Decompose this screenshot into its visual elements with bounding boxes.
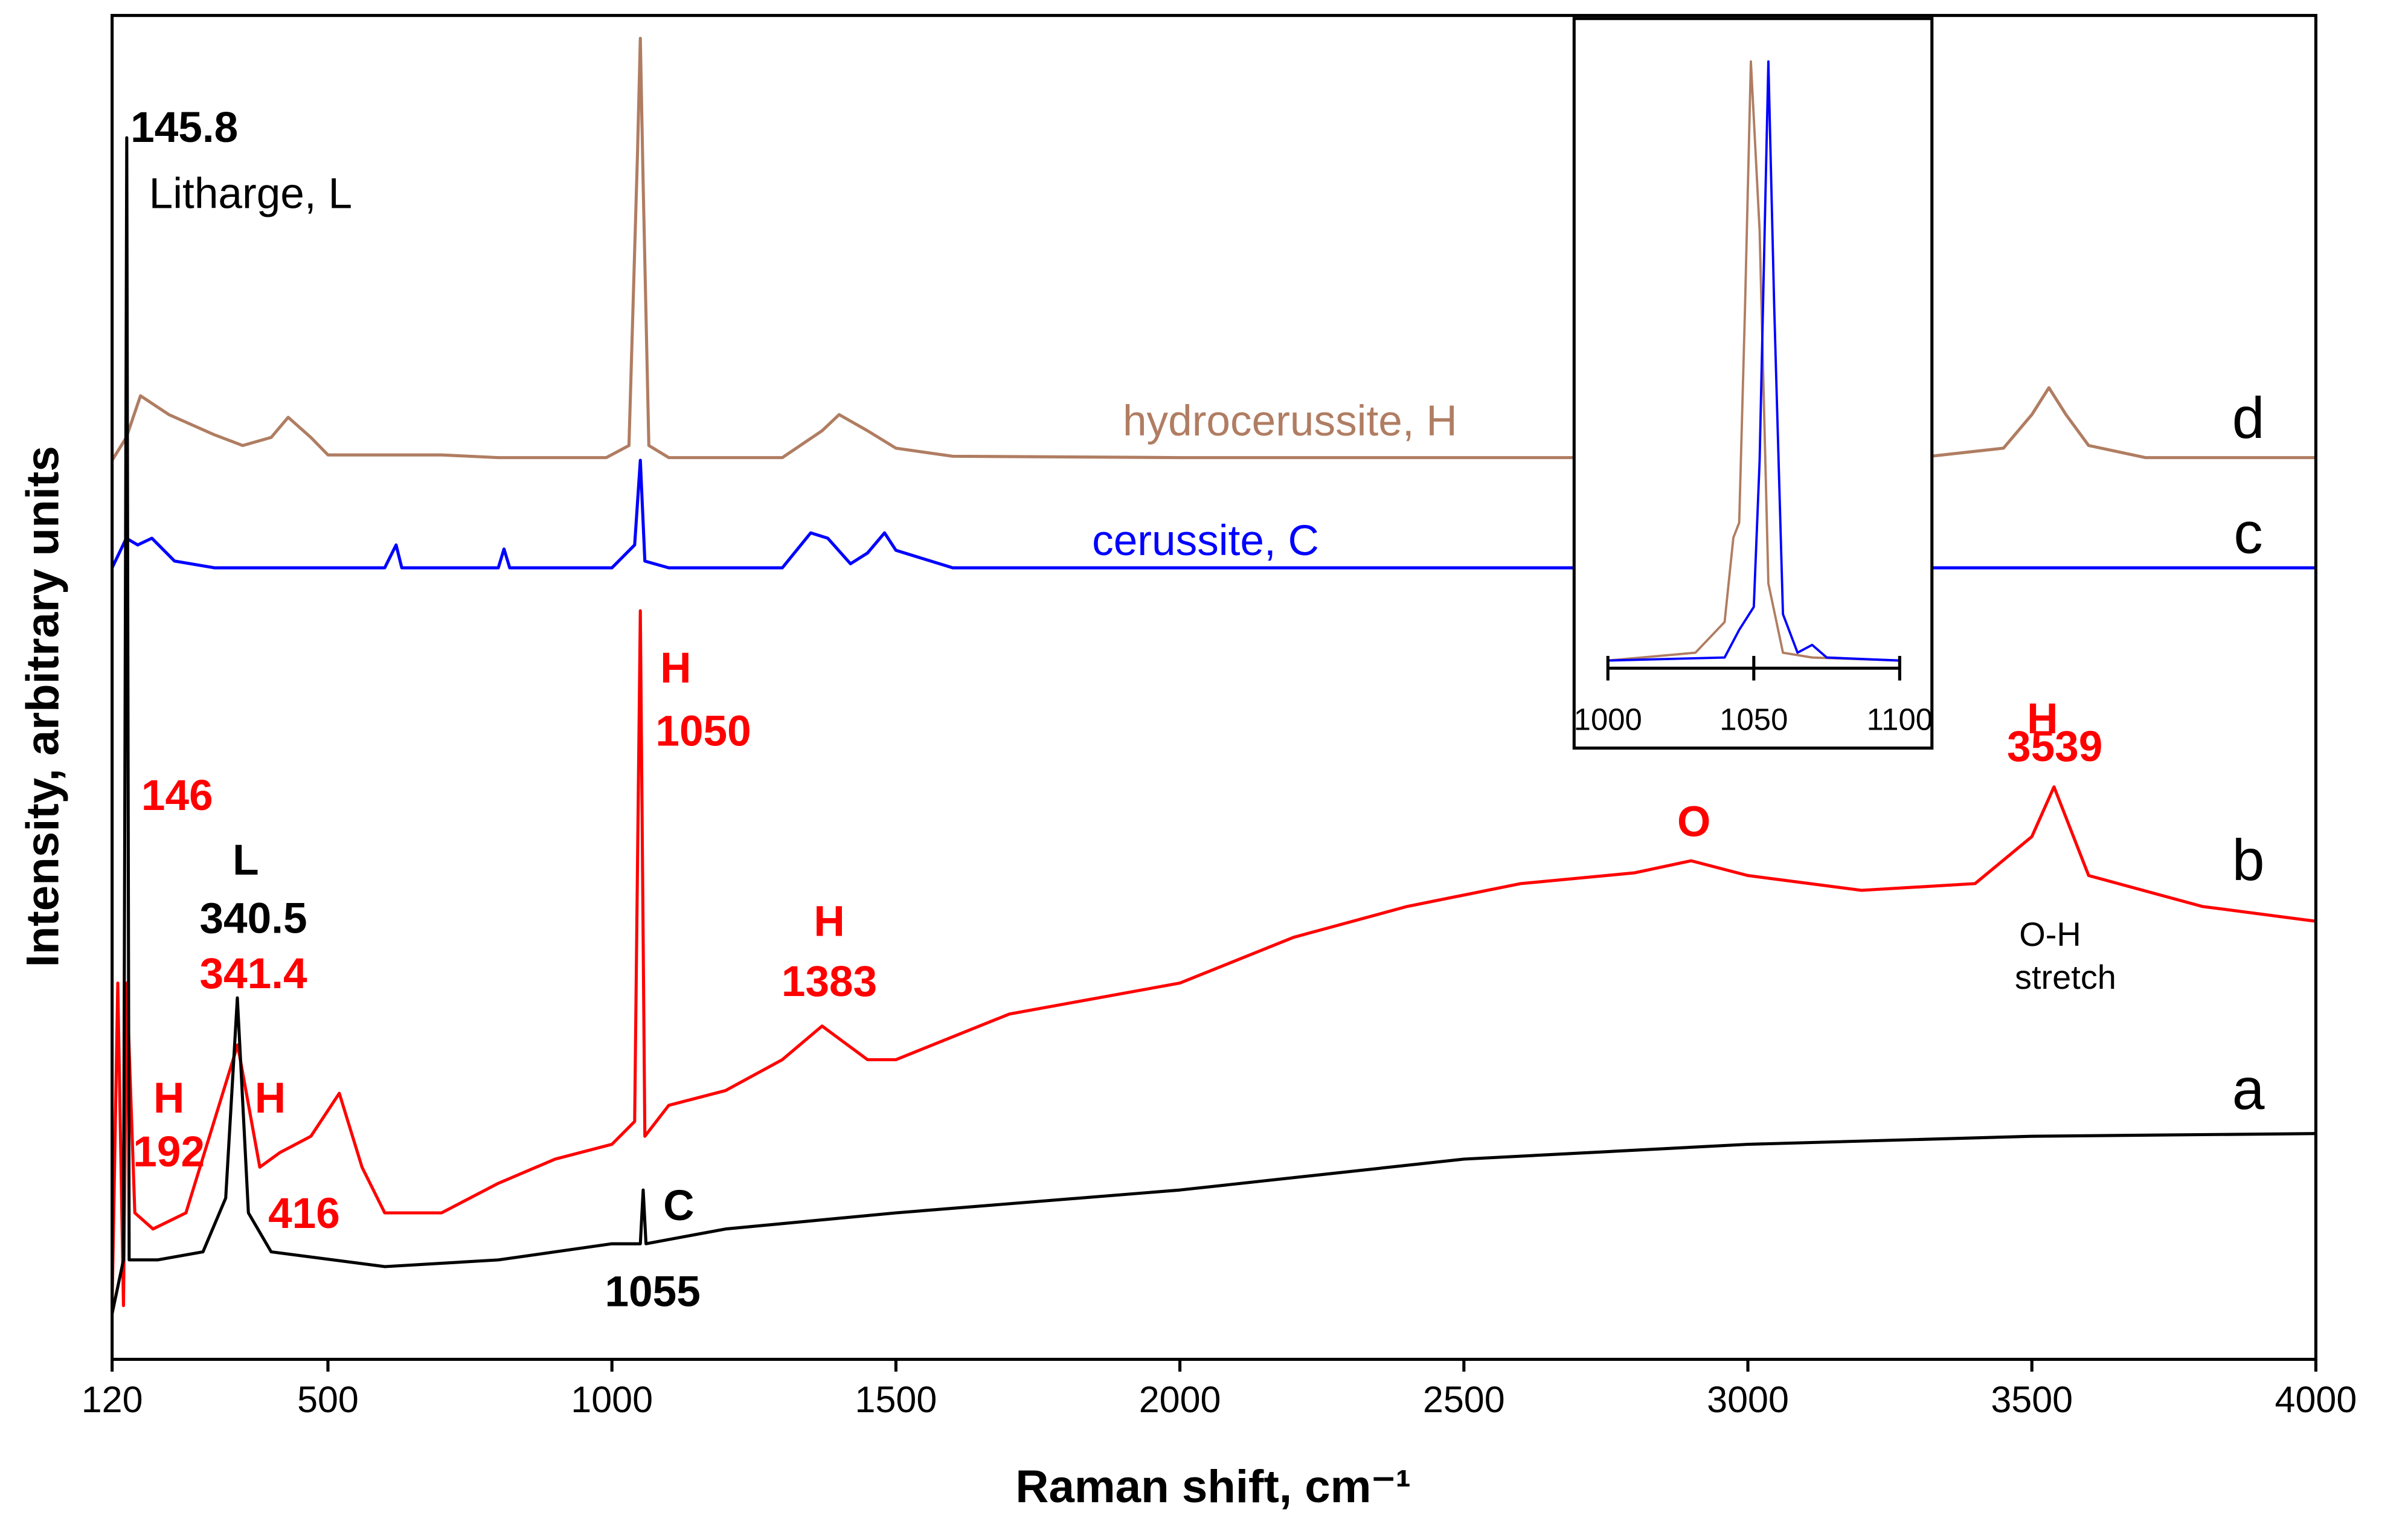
x-tick-label: 1000	[571, 1379, 653, 1420]
annotation: 340.5	[199, 895, 307, 943]
annotation: stretch	[2015, 958, 2116, 996]
annotation: 146	[141, 772, 213, 820]
series-label: c	[2233, 501, 2262, 566]
annotation: 1050	[655, 707, 751, 755]
annotation: O-H	[2019, 915, 2081, 953]
series-label: d	[2232, 386, 2265, 451]
annotation: H	[660, 644, 691, 692]
annotation: H	[2027, 695, 2058, 743]
x-tick-label: 4000	[2275, 1379, 2357, 1420]
annotation: O	[1677, 798, 1710, 846]
inset-x-tick-label: 1100	[1867, 702, 1933, 737]
inset-frame	[1572, 17, 1934, 750]
spectrum-line	[111, 609, 2316, 1308]
inset-x-tick-label: 1050	[1719, 702, 1788, 737]
annotation: Litharge, L	[149, 170, 352, 217]
annotation: cerussite, C	[1092, 517, 1319, 565]
x-tick-label: 3500	[1991, 1379, 2073, 1420]
x-tick-label: 3000	[1707, 1379, 1789, 1420]
series-label: a	[2232, 1057, 2265, 1122]
spectrum-line	[1608, 60, 1900, 662]
x-axis-label: Raman shift, cm⁻¹	[1015, 1461, 1411, 1512]
x-tick-label: 120	[82, 1379, 143, 1420]
y-axis-label: Intensity, arbitrary units	[17, 446, 68, 967]
x-tick-label: 500	[297, 1379, 359, 1420]
annotation: H	[255, 1075, 286, 1122]
x-tick-label: 1500	[855, 1379, 937, 1420]
annotation: L	[233, 837, 258, 884]
annotation: 416	[268, 1190, 340, 1238]
annotation: 3539	[2007, 723, 2102, 771]
x-tick-label: 2500	[1423, 1379, 1505, 1420]
annotation: hydrocerussite, H	[1123, 397, 1457, 445]
annotation: 192	[133, 1128, 205, 1176]
annotation: C	[663, 1182, 694, 1230]
spectrum-line	[111, 458, 2316, 570]
x-tick-label: 2000	[1139, 1379, 1221, 1420]
spectrum-line	[111, 36, 2316, 461]
annotation: 145.8	[130, 104, 238, 152]
annotation: H	[153, 1075, 184, 1122]
spectrum-line	[1608, 60, 1900, 662]
spectrum-line	[111, 136, 2316, 1314]
inset-x-tick-label: 1000	[1574, 702, 1642, 737]
annotation: 341.4	[199, 950, 307, 998]
series-label: b	[2232, 828, 2265, 893]
plot-frame	[111, 14, 2317, 1361]
annotation: 1383	[782, 958, 877, 1006]
annotation: 1055	[605, 1268, 700, 1316]
annotation: H	[814, 898, 844, 946]
